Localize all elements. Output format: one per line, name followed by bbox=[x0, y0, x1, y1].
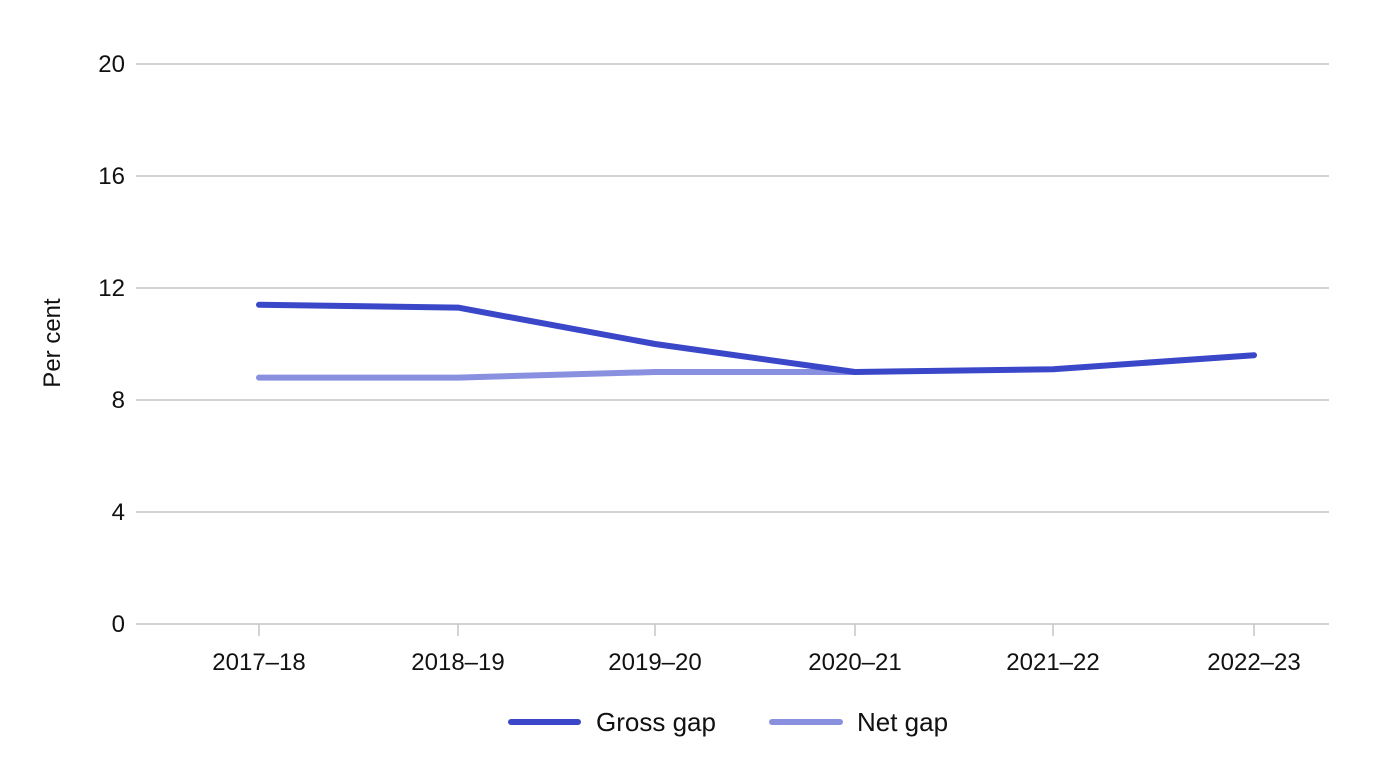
legend: Gross gap Net gap bbox=[508, 707, 948, 737]
y-tick-label: 20 bbox=[98, 51, 125, 78]
gridlines bbox=[136, 63, 1329, 636]
x-tick-label: 2022–23 bbox=[1207, 649, 1300, 676]
series-line-gross-gap bbox=[256, 301, 1257, 375]
y-tick-label: 8 bbox=[112, 387, 125, 414]
x-tick-label: 2020–21 bbox=[808, 649, 901, 676]
y-tick-label: 4 bbox=[112, 499, 125, 526]
series-line-net-gap bbox=[256, 369, 858, 381]
y-tick-label: 0 bbox=[112, 611, 125, 638]
x-tick-label: 2017–18 bbox=[212, 649, 305, 676]
y-tick-labels: 0 4 8 12 16 20 bbox=[98, 51, 125, 638]
y-tick-label: 16 bbox=[98, 163, 125, 190]
x-tick-label: 2019–20 bbox=[608, 649, 701, 676]
series-lines bbox=[256, 301, 1257, 381]
x-tick-label: 2021–22 bbox=[1006, 649, 1099, 676]
x-tick-label: 2018–19 bbox=[411, 649, 504, 676]
x-tick-labels: 2017–18 2018–19 2019–20 2020–21 2021–22 2022–… bbox=[212, 649, 1300, 676]
y-axis-label: Per cent bbox=[39, 298, 66, 388]
legend-label: Gross gap bbox=[596, 707, 716, 737]
y-tick-label: 12 bbox=[98, 275, 125, 302]
legend-label: Net gap bbox=[857, 707, 948, 737]
